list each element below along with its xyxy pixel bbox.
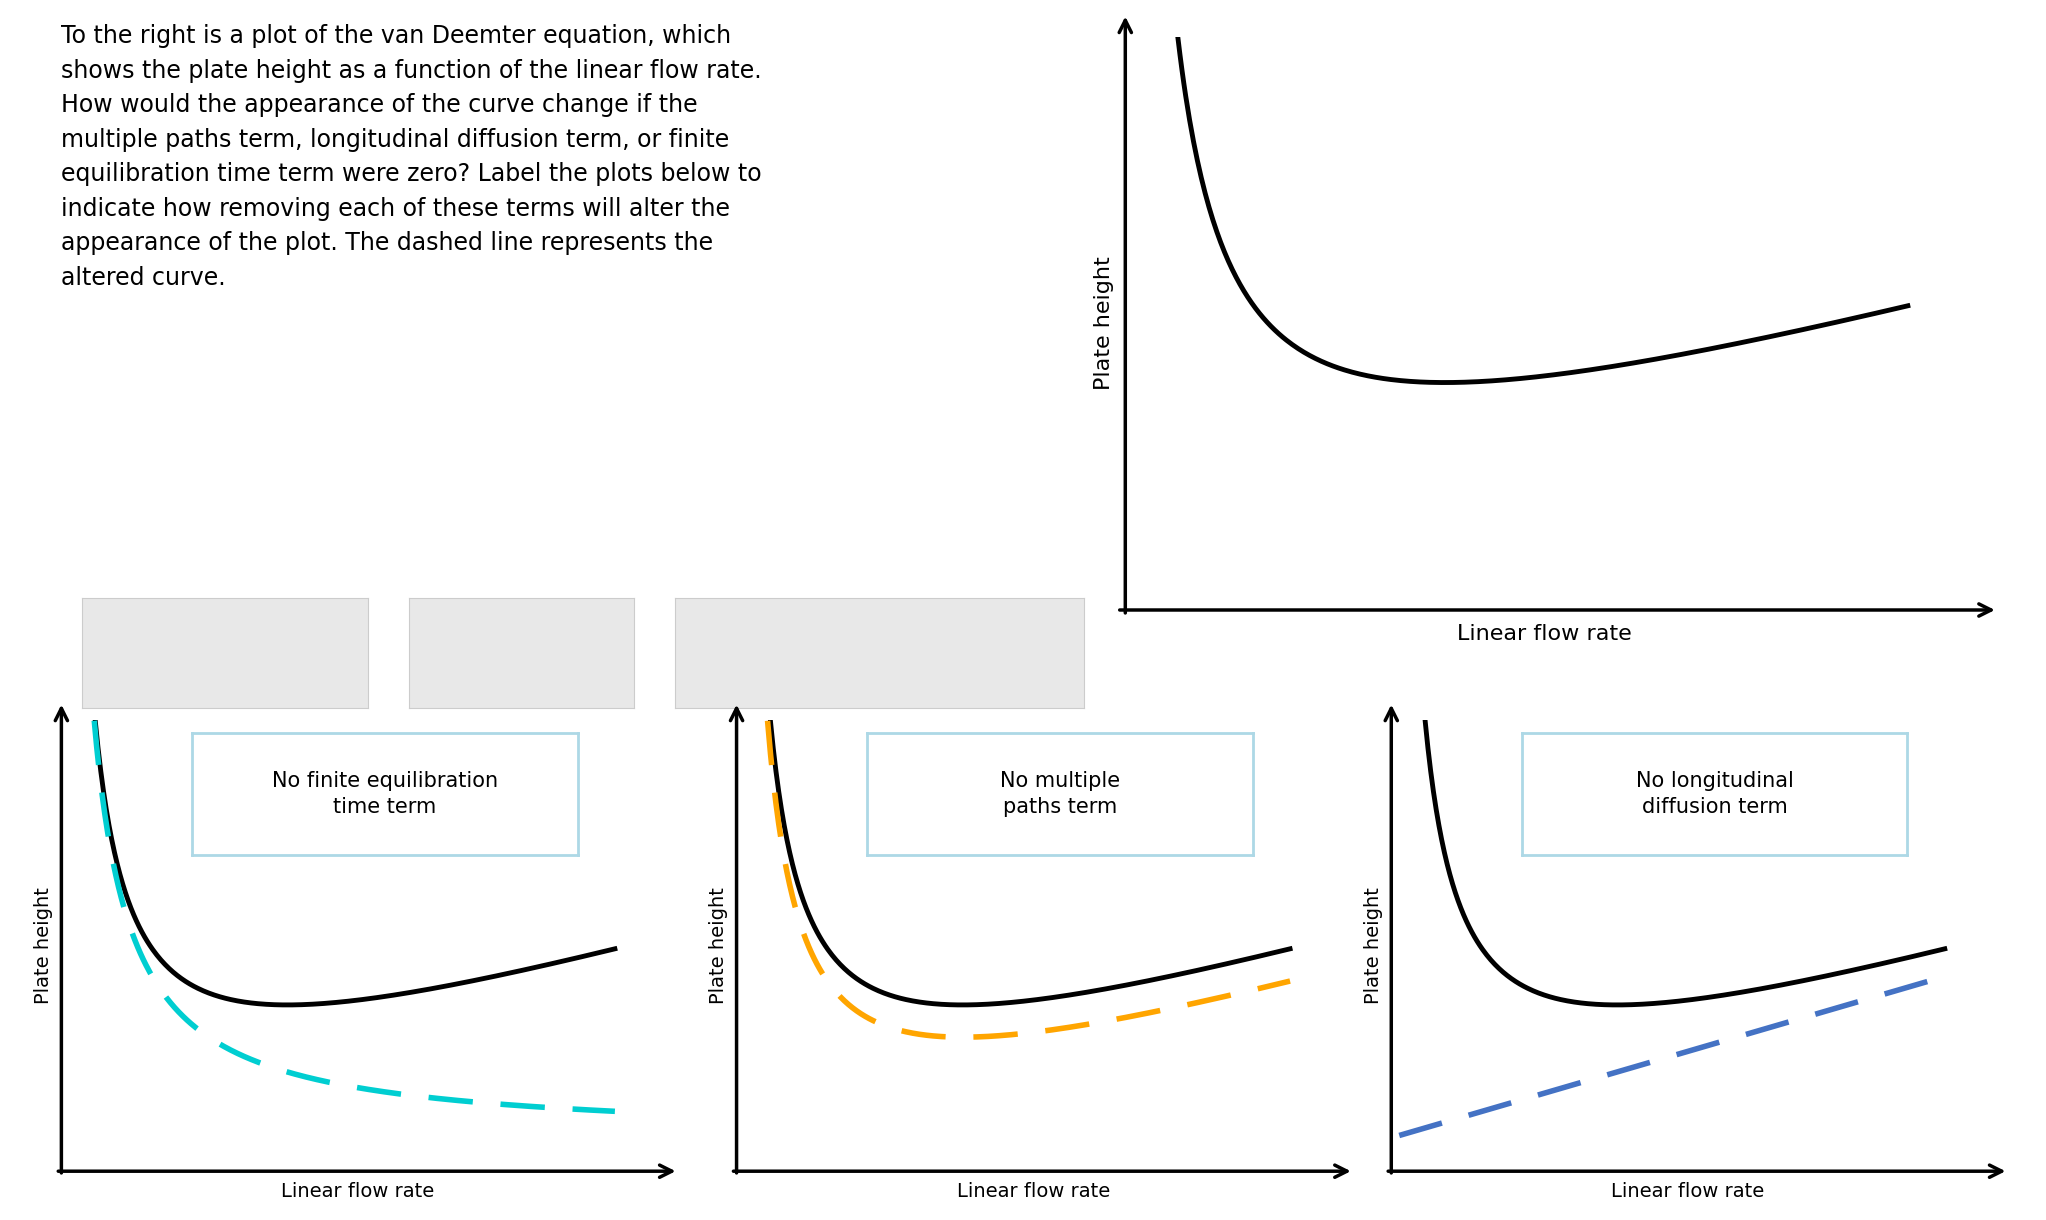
X-axis label: Linear flow rate: Linear flow rate <box>958 1182 1109 1202</box>
X-axis label: Linear flow rate: Linear flow rate <box>1457 623 1633 644</box>
Y-axis label: Plate height: Plate height <box>1365 887 1383 1004</box>
Y-axis label: Plate height: Plate height <box>1095 256 1115 390</box>
X-axis label: Linear flow rate: Linear flow rate <box>282 1182 434 1202</box>
Y-axis label: Plate height: Plate height <box>710 887 728 1004</box>
Text: To the right is a plot of the van Deemter equation, which
shows the plate height: To the right is a plot of the van Deemte… <box>61 24 761 289</box>
Text: No longitudinal
diffusion term: No longitudinal diffusion term <box>1635 771 1794 817</box>
Y-axis label: Plate height: Plate height <box>35 887 53 1004</box>
Text: No finite equilibration
time term: No finite equilibration time term <box>272 771 497 817</box>
Text: No multiple
paths term: No multiple paths term <box>1000 771 1119 817</box>
X-axis label: Linear flow rate: Linear flow rate <box>1612 1182 1764 1202</box>
